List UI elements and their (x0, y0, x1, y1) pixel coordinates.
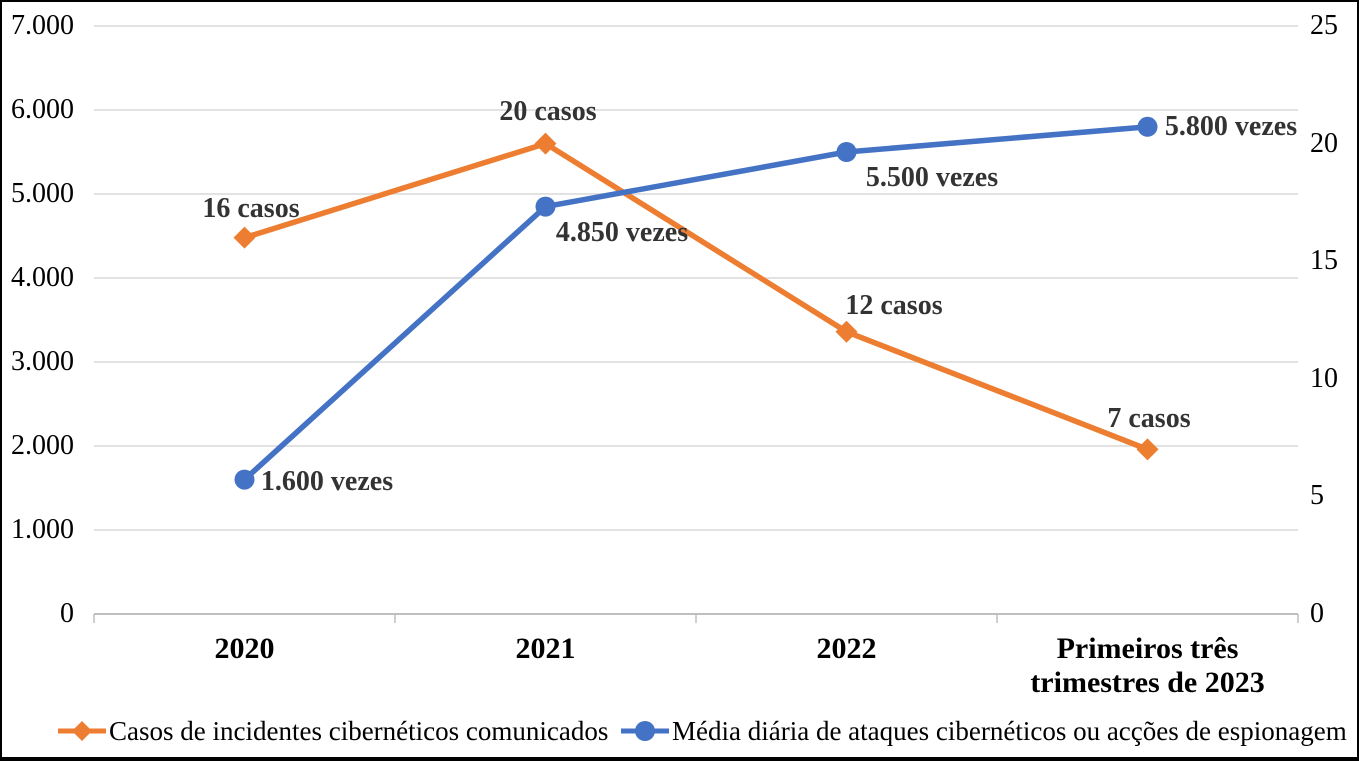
data-label: 5.800 vezes (1164, 111, 1298, 142)
data-label: 5.500 vezes (865, 162, 999, 193)
x-axis-tick: 2020 (214, 632, 275, 665)
y-axis-right-tick: 25 (1310, 10, 1338, 41)
y-axis-left-tick: 3.000 (11, 346, 74, 377)
data-label: 16 casos (202, 193, 300, 224)
legend-item-casos[interactable]: Casos de incidentes cibernéticos comunic… (57, 713, 608, 749)
legend-item-vezes[interactable]: Média diária de ataques cibernéticos ou … (620, 713, 1347, 749)
y-axis-left-tick: 2.000 (11, 430, 74, 461)
y-axis-right-tick: 5 (1310, 480, 1324, 512)
x-axis-tick: Primeiros três trimestres de 2023 (1030, 632, 1265, 699)
y-axis-right-tick: 20 (1310, 127, 1338, 159)
data-label: 12 casos (845, 290, 943, 321)
legend-label-vezes: Média diária de ataques cibernéticos ou … (672, 715, 1347, 746)
legend-marker-diamond-icon (58, 721, 106, 741)
y-axis-left-tick: 5.000 (11, 178, 74, 209)
data-label: 1.600 vezes (260, 466, 394, 497)
legend: Casos de incidentes cibernéticos comunic… (2, 713, 1357, 749)
x-axis-tick: 2021 (515, 632, 576, 665)
legend-marker-circle-icon (621, 721, 669, 741)
legend-label-casos: Casos de incidentes cibernéticos comunic… (109, 715, 609, 746)
x-axis-tick: 2022 (816, 632, 877, 665)
y-axis-left-tick: 0 (60, 598, 74, 629)
data-label: 4.850 vezes (555, 217, 689, 248)
y-axis-left-tick: 6.000 (11, 94, 74, 125)
data-label: 7 casos (1107, 403, 1191, 434)
data-label: 20 casos (499, 96, 597, 127)
y-axis-left-tick: 7.000 (11, 10, 74, 41)
y-axis-right-tick: 10 (1310, 362, 1338, 394)
y-axis-right-tick: 15 (1310, 245, 1338, 277)
y-axis-left-tick: 4.000 (11, 262, 74, 293)
y-axis-right-tick: 0 (1310, 598, 1324, 629)
y-axis-left-tick: 1.000 (11, 514, 74, 545)
